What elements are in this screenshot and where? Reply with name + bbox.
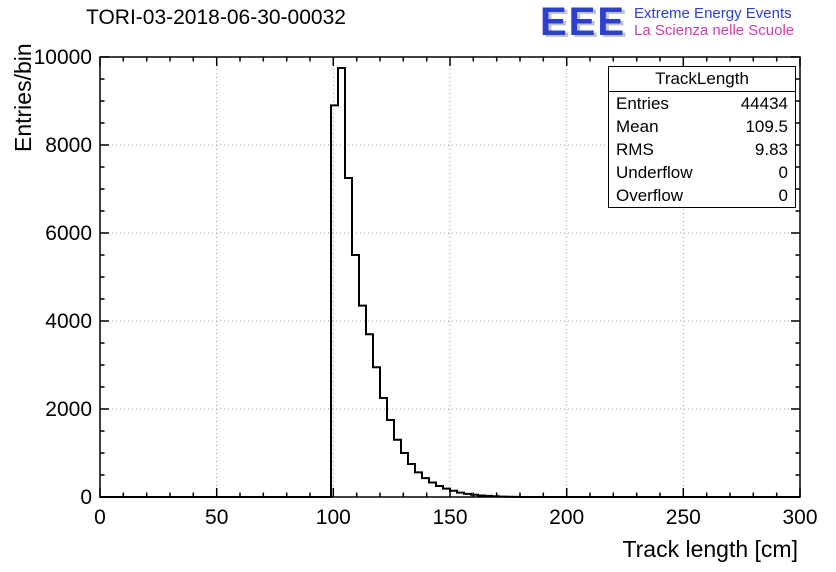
- stats-box: TrackLength Entries 44434 Mean 109.5 RMS…: [608, 66, 796, 208]
- svg-text:300: 300: [782, 506, 817, 529]
- stats-row-entries: Entries 44434: [609, 92, 795, 115]
- stats-label: Mean: [616, 117, 659, 136]
- svg-text:50: 50: [205, 506, 228, 529]
- eee-logo-text: Extreme Energy Events La Scienza nelle S…: [634, 2, 794, 39]
- stats-box-title: TrackLength: [609, 67, 795, 92]
- plot-title: TORI-03-2018-06-30-00032: [86, 6, 346, 29]
- svg-text:6000: 6000: [45, 222, 92, 245]
- stats-value: 44434: [740, 94, 788, 113]
- svg-text:0: 0: [80, 486, 92, 509]
- eee-logo-letters: EEE: [540, 0, 627, 44]
- y-axis-title: Entries/bin: [10, 43, 36, 152]
- stats-row-rms: RMS 9.83: [609, 138, 795, 161]
- stats-value: 0: [778, 186, 788, 205]
- eee-logo: EEE Extreme Energy Events La Scienza nel…: [540, 2, 794, 42]
- svg-text:8000: 8000: [45, 134, 92, 157]
- eee-logo-line2: La Scienza nelle Scuole: [634, 22, 795, 39]
- svg-text:100: 100: [316, 506, 351, 529]
- eee-logo-line1: Extreme Energy Events: [634, 5, 792, 22]
- svg-text:150: 150: [432, 506, 467, 529]
- svg-text:10000: 10000: [34, 46, 92, 69]
- stats-value: 9.83: [754, 140, 788, 159]
- stats-label: Overflow: [616, 186, 684, 205]
- svg-text:200: 200: [549, 506, 584, 529]
- stats-label: RMS: [616, 140, 654, 159]
- x-axis-title: Track length [cm]: [622, 536, 798, 562]
- stats-row-mean: Mean 109.5: [609, 115, 795, 138]
- stats-row-overflow: Overflow 0: [609, 184, 795, 207]
- stats-label: Underflow: [616, 163, 693, 182]
- stats-value: 0: [778, 163, 788, 182]
- stats-label: Entries: [616, 94, 669, 113]
- stats-row-underflow: Underflow 0: [609, 161, 795, 184]
- stats-value: 109.5: [745, 117, 788, 136]
- svg-text:4000: 4000: [45, 310, 92, 333]
- svg-text:0: 0: [94, 506, 106, 529]
- svg-text:2000: 2000: [45, 398, 92, 421]
- svg-text:250: 250: [666, 506, 701, 529]
